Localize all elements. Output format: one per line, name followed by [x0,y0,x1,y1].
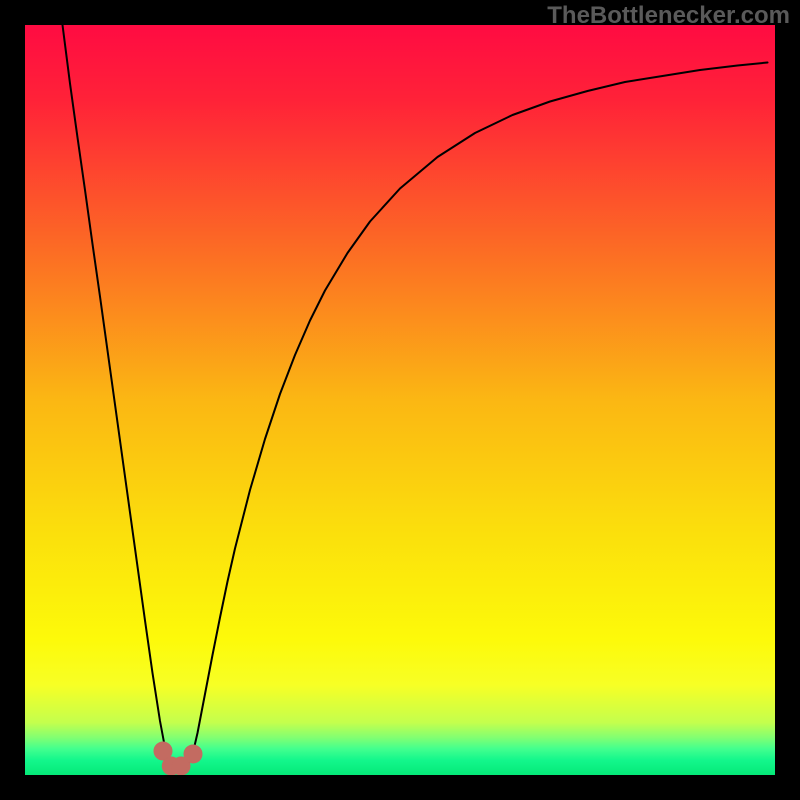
gradient-background [25,25,775,775]
optimal-marker [184,745,202,763]
plot-area [25,25,775,775]
watermark-text: TheBottlenecker.com [547,2,790,30]
bottleneck-chart-svg [25,25,775,775]
chart-frame: TheBottlenecker.com [0,0,800,800]
